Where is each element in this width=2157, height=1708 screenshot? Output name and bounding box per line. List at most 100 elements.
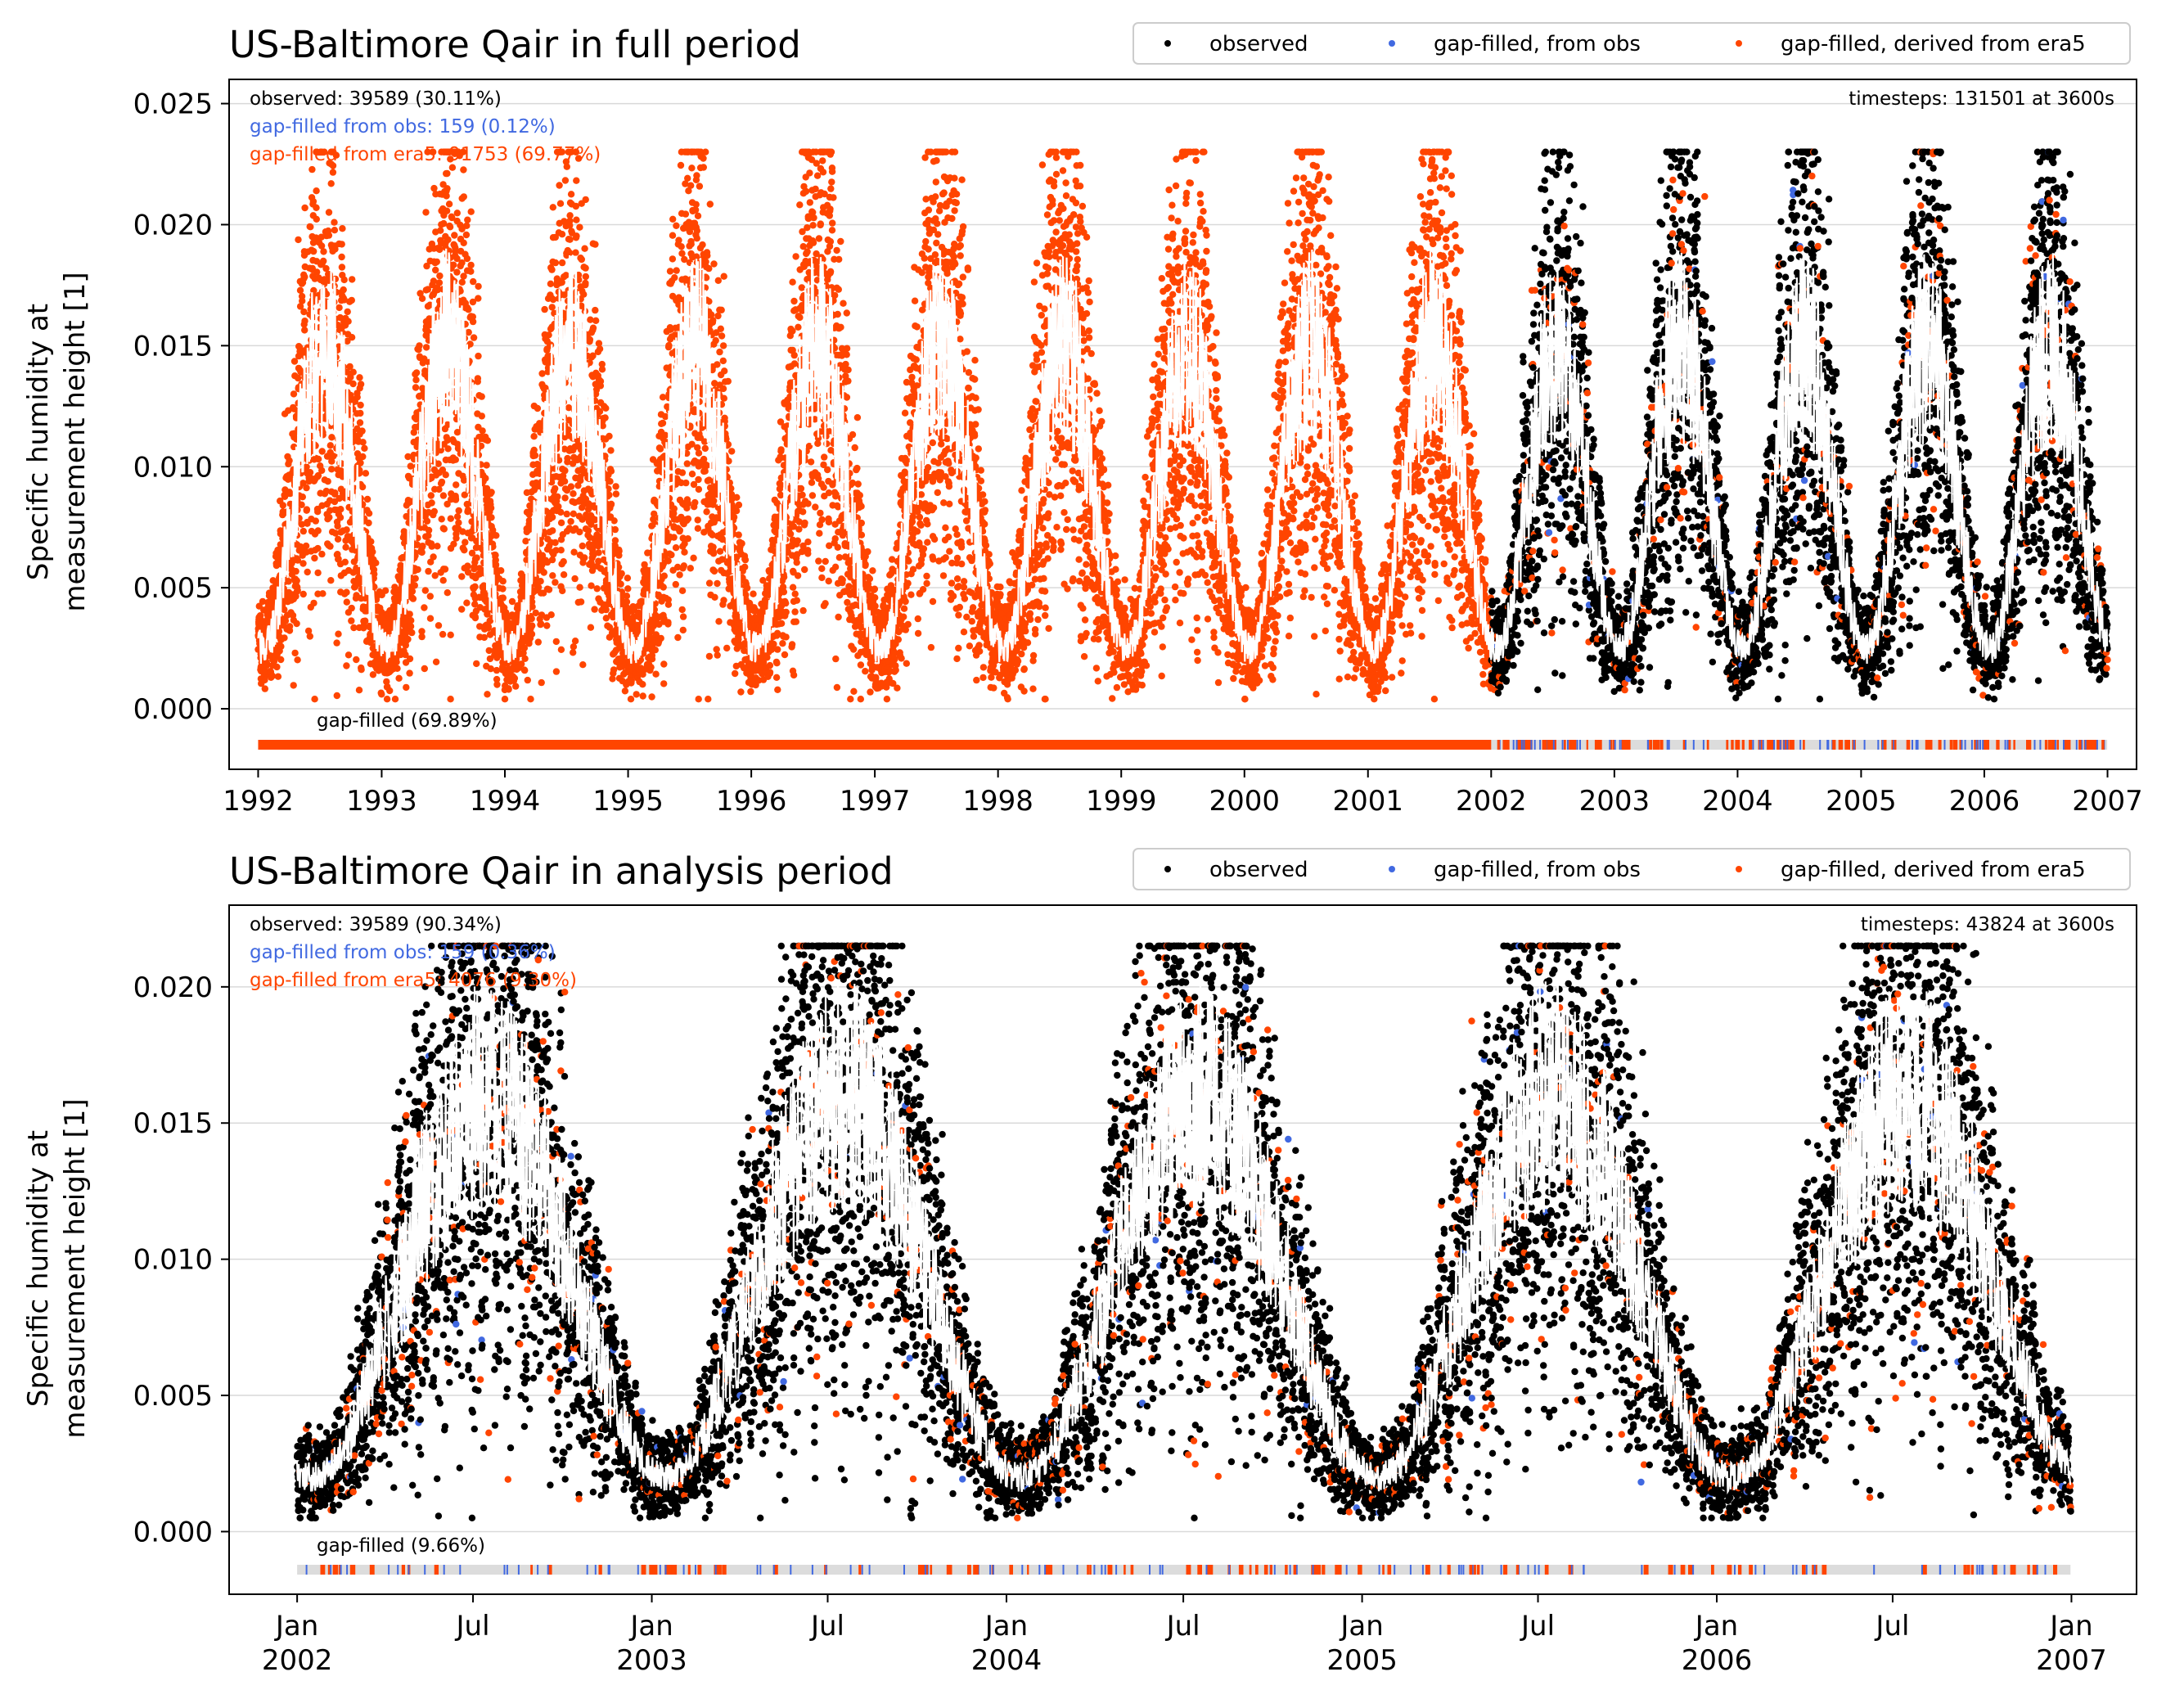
point-gapfilled-era5: [365, 519, 372, 527]
point-gapfilled-era5: [487, 665, 494, 673]
point-gapfilled-era5: [458, 278, 466, 286]
point-gapfilled-era5: [571, 638, 579, 645]
point-gapfilled-era5: [678, 243, 685, 250]
point-gapfilled-era5: [628, 677, 635, 684]
point-gapfilled-era5: [719, 342, 727, 349]
point-gapfilled-era5: [531, 452, 539, 459]
point-gapfilled-era5: [694, 516, 701, 524]
point-gapfilled-era5: [561, 466, 569, 475]
point-gapfilled-era5: [268, 672, 277, 680]
point-gapfilled-era5: [359, 439, 367, 446]
point-gapfilled-era5: [724, 377, 732, 385]
point-gapfilled-era5: [348, 334, 356, 341]
point-gapfilled-era5: [463, 222, 471, 229]
point-gapfilled-era5: [319, 590, 326, 597]
point-gapfilled-era5: [710, 497, 718, 505]
point-gapfilled-era5: [298, 521, 305, 528]
point-gapfilled-era5: [684, 174, 691, 182]
point-gapfilled-era5: [557, 646, 565, 653]
point-gapfilled-era5: [576, 528, 583, 536]
point-gapfilled-era5: [582, 273, 589, 281]
point-gapfilled-era5: [294, 656, 301, 664]
point-gapfilled-era5: [483, 462, 490, 469]
point-gapfilled-era5: [587, 624, 595, 631]
point-gapfilled-era5: [688, 164, 696, 172]
point-gapfilled-era5: [577, 477, 584, 484]
point-gapfilled-era5: [492, 561, 500, 569]
point-gapfilled-era5: [611, 537, 619, 544]
point-gapfilled-era5: [714, 361, 721, 368]
point-gapfilled-era5: [521, 666, 529, 674]
point-gapfilled-era5: [498, 567, 505, 575]
point-gapfilled-era5: [313, 215, 320, 223]
point-gapfilled-era5: [732, 507, 741, 515]
point-gapfilled-era5: [464, 507, 472, 514]
point-gapfilled-era5: [294, 557, 302, 564]
point-gapfilled-era5: [355, 687, 363, 694]
point-gapfilled-era5: [306, 633, 313, 640]
point-gapfilled-era5: [607, 467, 615, 475]
point-gapfilled-era5: [444, 445, 452, 453]
point-gapfilled-era5: [369, 671, 377, 678]
point-gapfilled-era5: [576, 223, 583, 231]
point-gapfilled-era5: [358, 666, 365, 674]
point-gapfilled-era5: [314, 508, 322, 516]
point-gapfilled-era5: [578, 255, 585, 264]
point-gapfilled-era5: [320, 248, 327, 255]
point-gapfilled-era5: [532, 609, 539, 617]
point-gapfilled-era5: [669, 232, 677, 239]
point-gapfilled-era5: [484, 623, 493, 630]
point-gapfilled-era5: [735, 635, 742, 643]
point-gapfilled-era5: [422, 344, 430, 351]
point-gapfilled-era5: [672, 544, 680, 552]
point-gapfilled-era5: [714, 312, 722, 320]
point-gapfilled-era5: [453, 210, 461, 217]
point-gapfilled-era5: [418, 295, 426, 302]
point-gapfilled-era5: [493, 666, 501, 674]
point-gapfilled-era5: [480, 633, 488, 642]
point-gapfilled-era5: [349, 368, 357, 376]
point-gapfilled-era5: [412, 376, 420, 384]
point-gapfilled-era5: [743, 584, 751, 592]
point-gapfilled-era5: [443, 192, 450, 200]
point-gapfilled-era5: [624, 585, 632, 593]
point-gapfilled-era5: [463, 599, 471, 606]
point-gapfilled-era5: [453, 534, 460, 542]
point-gapfilled-era5: [348, 296, 355, 304]
point-gapfilled-era5: [290, 390, 298, 398]
point-gapfilled-era5: [566, 236, 574, 243]
point-gapfilled-era5: [673, 222, 680, 229]
point-gapfilled-era5: [589, 324, 597, 331]
panel-full-period: US-Baltimore Qair in full period Specifi…: [22, 22, 2143, 818]
point-gapfilled-era5: [369, 548, 376, 556]
point-gapfilled-era5: [681, 548, 688, 556]
point-gapfilled-era5: [687, 565, 694, 572]
point-gapfilled-era5: [363, 495, 372, 503]
point-gapfilled-era5: [682, 210, 690, 218]
point-gapfilled-era5: [338, 241, 345, 248]
point-gapfilled-era5: [557, 508, 565, 516]
point-gapfilled-era5: [295, 374, 302, 382]
point-gapfilled-era5: [335, 630, 342, 638]
point-gapfilled-era5: [450, 540, 457, 548]
point-gapfilled-era5: [279, 502, 286, 509]
point-gapfilled-era5: [343, 662, 350, 669]
point-gapfilled-era5: [549, 527, 556, 534]
point-gapfilled-era5: [665, 341, 673, 349]
point-gapfilled-era5: [447, 631, 454, 638]
point-gapfilled-era5: [606, 478, 614, 485]
point-gapfilled-era5: [358, 483, 367, 491]
point-gapfilled-era5: [421, 587, 429, 594]
point-gapfilled-era5: [733, 493, 741, 501]
point-gapfilled-era5: [357, 409, 364, 417]
point-gapfilled-era5: [356, 374, 363, 381]
point-gapfilled-era5: [430, 507, 438, 516]
point-gapfilled-era5: [627, 696, 635, 703]
point-gapfilled-era5: [408, 629, 416, 637]
point-gapfilled-era5: [348, 617, 355, 624]
point-gapfilled-era5: [395, 674, 403, 682]
point-gapfilled-era5: [313, 204, 320, 211]
point-gapfilled-era5: [285, 578, 292, 585]
point-gapfilled-era5: [538, 678, 545, 687]
point-gapfilled-era5: [314, 455, 322, 463]
